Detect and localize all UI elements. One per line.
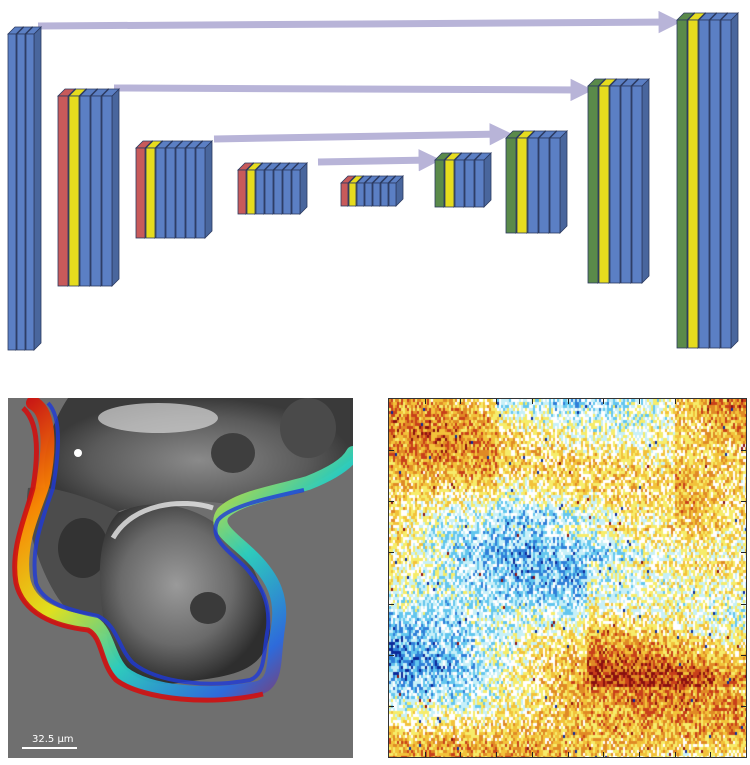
cell-microscopy-panel: 32.5 μm (8, 398, 353, 758)
tracked-contour-outer (15, 398, 353, 700)
heatmap-tick-bottom-7 (639, 752, 640, 757)
decoder-stage-4-layer-5 (720, 12, 739, 349)
nucleus-top-middle (211, 433, 255, 473)
unet-architecture-diagram (7, 10, 739, 351)
heatmap-tick-top-5 (568, 399, 569, 404)
nucleus-left (58, 518, 108, 578)
heatmap-tick-bottom-5 (568, 752, 569, 757)
skip-arrow-1 (37, 10, 681, 34)
scale-bar-label: 32.5 μm (32, 734, 74, 745)
tracked-contour-red (12, 406, 264, 703)
heatmap-tick-right-1 (741, 450, 746, 451)
heatmap-tick-left-6 (389, 706, 394, 707)
skip-arrow-4 (317, 149, 441, 172)
heatmap-tick-top-2 (460, 399, 461, 404)
heatmap-panel (388, 398, 747, 758)
heatmap-tick-top-3 (496, 399, 497, 404)
skip-arrow-3 (213, 123, 512, 146)
heatmap-tick-bottom-4 (532, 752, 533, 757)
encoder-stage-3-layer-7 (195, 140, 213, 239)
cell-membrane-highlight (110, 501, 214, 540)
decoder-stage-2-layer-5 (549, 130, 568, 234)
heatmap-tick-bottom-2 (460, 752, 461, 757)
heatmap-tick-left-2 (389, 501, 394, 502)
heatmap-tick-right-6 (741, 706, 746, 707)
heatmap-tick-right-3 (741, 552, 746, 553)
tracked-contour-inner (32, 401, 305, 686)
skip-connection-arrows (37, 10, 681, 172)
heatmap-tick-top-1 (425, 399, 426, 404)
cell-highlight (98, 403, 218, 433)
nucleus-top-right (280, 398, 336, 458)
encoder-stage-2-layer-5 (101, 88, 120, 287)
heatmap-tick-top-6 (603, 399, 604, 404)
main-cell-body (99, 504, 271, 684)
encoder-stage-1-layer-3 (25, 26, 42, 351)
heatmap-tick-bottom-9 (710, 752, 711, 757)
heatmap-tick-top-7 (639, 399, 640, 404)
network-layer-blocks (7, 12, 739, 351)
decoder-stage-1-layer-5 (474, 152, 492, 208)
heatmap-tick-left-3 (389, 552, 394, 553)
heatmap-tick-left-5 (389, 655, 394, 656)
heatmap-tick-right-4 (741, 604, 746, 605)
heatmap-tick-left-4 (389, 604, 394, 605)
encoder-stage-4-layer-7 (291, 162, 308, 215)
heatmap-tick-top-9 (710, 399, 711, 404)
cell-image (12, 398, 353, 703)
nucleus-main (190, 592, 226, 624)
bright-spot (74, 449, 82, 457)
heatmap-tick-bottom-6 (603, 752, 604, 757)
heatmap-tick-left-1 (389, 450, 394, 451)
heatmap-canvas (389, 399, 746, 757)
heatmap-tick-top-8 (675, 399, 676, 404)
skip-arrow-2 (113, 78, 593, 102)
encoder-stage-5-layer-7 (388, 175, 404, 207)
heatmap-tick-bottom-1 (425, 752, 426, 757)
heatmap-tick-right-5 (741, 655, 746, 656)
decoder-stage-3-layer-5 (631, 78, 650, 284)
heatmap-tick-bottom-3 (496, 752, 497, 757)
heatmap-tick-top-4 (532, 399, 533, 404)
heatmap-tick-right-2 (741, 501, 746, 502)
heatmap-tick-bottom-8 (675, 752, 676, 757)
scale-bar (22, 747, 77, 749)
